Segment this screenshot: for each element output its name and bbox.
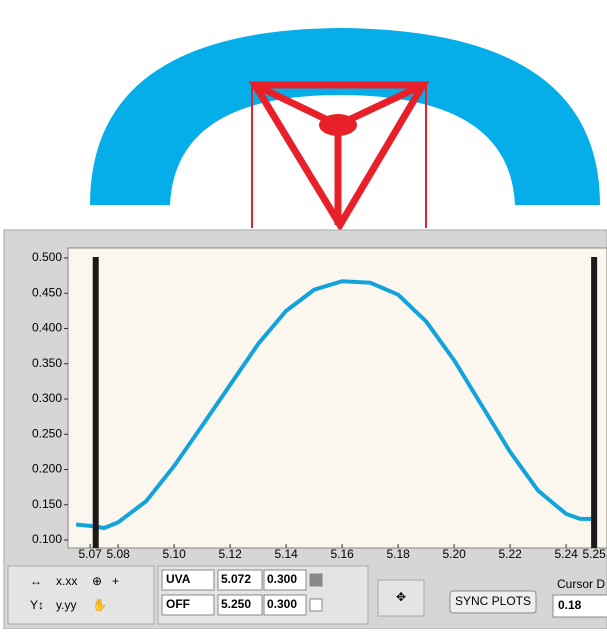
svg-text:+: +	[112, 574, 119, 588]
y-tick-label: 0.150	[32, 497, 62, 511]
svg-text:✋: ✋	[92, 598, 107, 612]
y-tick-label: 0.300	[32, 391, 62, 405]
x-tick-label: 5.14	[274, 547, 298, 561]
page: ↔ x.xx ⊕ + Y↕ y.yy ✋ ✥ SYNC PLOTS Cursor D 0.1…	[0, 0, 607, 629]
screen: ↔ x.xx ⊕ + Y↕ y.yy ✋ ✥ SYNC PLOTS Cursor D 0.1…	[0, 0, 607, 629]
x-tick-label: 5.10	[162, 547, 186, 561]
y-tick-label: 0.500	[32, 250, 62, 264]
delta-label: Cursor D	[557, 577, 605, 591]
cursor-name: UVA	[166, 572, 191, 586]
x-tick-label: 5.22	[498, 547, 522, 561]
logo-hub	[319, 114, 357, 136]
cursor-y: 0.300	[267, 572, 297, 586]
cursor-y: 0.300	[267, 597, 297, 611]
delta-value: 0.18	[558, 598, 582, 612]
x-tick-label: 5.25	[582, 547, 606, 561]
x-tick-label: 5.12	[218, 547, 242, 561]
y-tick-label: 0.350	[32, 356, 62, 370]
x-tick-label: 5.24	[554, 547, 578, 561]
y-tick-label: 0.250	[32, 426, 62, 440]
svg-text:x.xx: x.xx	[56, 574, 77, 588]
svg-text:⊕: ⊕	[92, 574, 102, 588]
y-tick-label: 0.400	[32, 321, 62, 335]
cursor-style	[310, 599, 322, 611]
logo-antenna	[255, 85, 423, 225]
x-tick-label: 5.07	[78, 547, 102, 561]
cursor-name: OFF	[166, 597, 190, 611]
x-tick-label: 5.16	[330, 547, 354, 561]
svg-text:↔: ↔	[30, 574, 42, 588]
cursor-style	[310, 574, 322, 586]
y-tick-label: 0.100	[32, 532, 62, 546]
svg-text:y.yy: y.yy	[56, 598, 76, 612]
cursor-x: 5.250	[221, 597, 251, 611]
y-tick-label: 0.450	[32, 285, 62, 299]
move-icon: ✥	[396, 590, 406, 604]
x-tick-label: 5.08	[106, 547, 130, 561]
cursor-x: 5.072	[221, 572, 251, 586]
x-tick-label: 5.20	[442, 547, 466, 561]
x-tick-label: 5.18	[386, 547, 410, 561]
plot-area	[68, 248, 607, 548]
sync-label: SYNC PLOTS	[455, 594, 531, 608]
svg-text:Y↕: Y↕	[30, 598, 44, 612]
y-tick-label: 0.200	[32, 462, 62, 476]
